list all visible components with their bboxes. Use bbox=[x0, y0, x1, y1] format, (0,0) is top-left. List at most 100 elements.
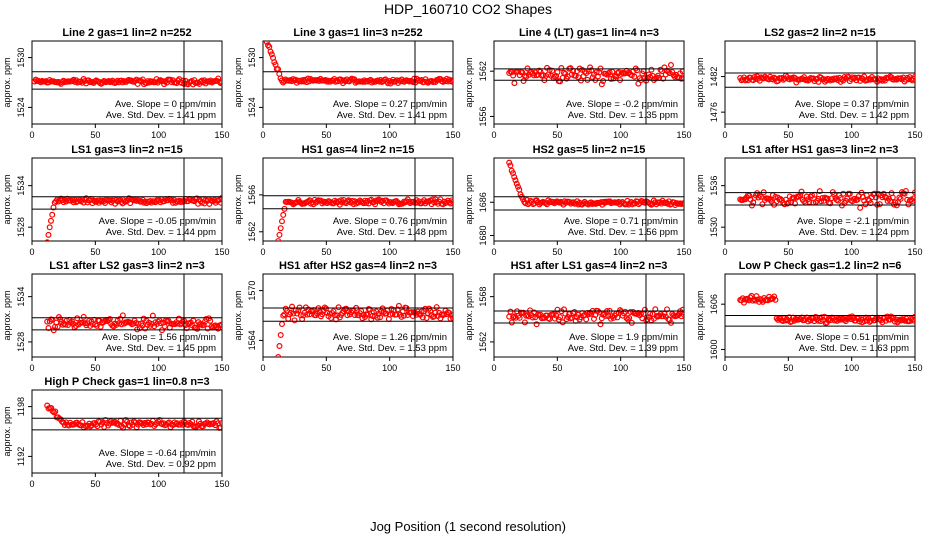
data-point bbox=[624, 316, 631, 323]
data-point bbox=[905, 201, 912, 208]
std-annotation: Ave. Std. Dev. = 1.41 ppm bbox=[337, 110, 447, 121]
data-point bbox=[536, 67, 543, 74]
y-tick-label: 1524 bbox=[16, 97, 26, 117]
panel-title: HS1 gas=4 lin=2 n=15 bbox=[302, 144, 415, 156]
data-point bbox=[290, 76, 297, 83]
plot-frame bbox=[493, 40, 685, 125]
data-point bbox=[623, 315, 630, 322]
data-point bbox=[124, 418, 131, 425]
slope-annotation: Ave. Slope = 1.9 ppm/min bbox=[569, 332, 678, 343]
data-point bbox=[422, 305, 429, 312]
panel-4: LS2 gas=2 lin=2 n=15 0 50 100 150 1476 1482 app… bbox=[695, 27, 923, 140]
data-point bbox=[837, 194, 844, 201]
data-point bbox=[606, 69, 613, 76]
data-point bbox=[215, 75, 222, 82]
data-point bbox=[175, 315, 182, 322]
data-point bbox=[524, 312, 531, 319]
data-point bbox=[511, 173, 518, 180]
data-point bbox=[665, 68, 672, 75]
y-tick-label: 1686 bbox=[478, 192, 488, 212]
data-point bbox=[912, 73, 915, 80]
x-tick-label: 0 bbox=[491, 130, 496, 140]
x-tick-label: 150 bbox=[214, 363, 229, 373]
data-point bbox=[521, 319, 528, 326]
data-point bbox=[319, 311, 326, 318]
data-point bbox=[280, 211, 287, 218]
panel-12: Low P Check gas=1.2 lin=2 n=6 0 50 100 150 16… bbox=[695, 260, 923, 373]
y-axis-label: approx. ppm bbox=[2, 406, 12, 456]
data-point bbox=[821, 313, 828, 320]
y-tick-label: 1570 bbox=[247, 281, 257, 301]
std-annotation: Ave. Std. Dev. = 1.44 ppm bbox=[106, 227, 216, 238]
data-point bbox=[216, 78, 222, 85]
std-annotation: Ave. Std. Dev. = 1.63 ppm bbox=[799, 343, 909, 354]
x-tick-label: 0 bbox=[29, 130, 34, 140]
y-tick-label: 1566 bbox=[247, 185, 257, 205]
data-point bbox=[854, 196, 861, 203]
data-point bbox=[648, 66, 655, 73]
x-tick-label: 50 bbox=[783, 130, 793, 140]
y-tick-label: 1476 bbox=[709, 102, 719, 122]
y-tick-label: 1562 bbox=[478, 61, 488, 81]
x-tick-label: 150 bbox=[214, 479, 229, 489]
x-tick-label: 100 bbox=[382, 363, 397, 373]
data-point bbox=[369, 312, 376, 319]
data-point bbox=[194, 325, 201, 332]
x-tick-label: 150 bbox=[214, 130, 229, 140]
data-point bbox=[669, 69, 676, 76]
data-point bbox=[588, 67, 595, 74]
data-point bbox=[179, 77, 186, 84]
data-point bbox=[142, 325, 149, 332]
y-tick-label: 1198 bbox=[16, 397, 26, 416]
data-point bbox=[587, 64, 594, 71]
data-point bbox=[97, 197, 104, 204]
data-point bbox=[80, 199, 87, 206]
data-point bbox=[678, 75, 684, 82]
data-points bbox=[737, 187, 915, 211]
data-point bbox=[560, 69, 567, 76]
data-points bbox=[275, 196, 453, 241]
x-tick-label: 100 bbox=[613, 247, 628, 257]
panel-title: High P Check gas=1 lin=0.8 n=3 bbox=[44, 376, 209, 388]
x-tick-label: 50 bbox=[321, 130, 331, 140]
data-point bbox=[791, 200, 798, 207]
x-tick-label: 50 bbox=[90, 479, 100, 489]
x-tick-label: 50 bbox=[552, 247, 562, 257]
x-tick-label: 150 bbox=[676, 130, 691, 140]
data-point bbox=[141, 420, 148, 427]
data-point bbox=[448, 312, 453, 319]
x-tick-label: 100 bbox=[151, 247, 166, 257]
x-tick-label: 100 bbox=[613, 130, 628, 140]
panel-10: HS1 after HS2 gas=4 lin=2 n=3 0 50 100 150 15… bbox=[233, 260, 461, 373]
panel-title: LS1 after LS2 gas=3 lin=2 n=3 bbox=[49, 260, 205, 272]
data-point bbox=[49, 211, 56, 218]
x-tick-label: 100 bbox=[613, 363, 628, 373]
plot-frame bbox=[31, 273, 223, 358]
y-axis-label: approx. ppm bbox=[464, 174, 474, 224]
panel-2: Line 3 gas=1 lin=3 n=252 0 50 100 150 1524 153… bbox=[233, 27, 461, 140]
y-tick-label: 1568 bbox=[478, 287, 488, 307]
std-annotation: Ave. Std. Dev. = 1.45 ppm bbox=[106, 343, 216, 354]
data-point bbox=[277, 332, 284, 339]
slope-annotation: Ave. Slope = -0.2 ppm/min bbox=[566, 99, 678, 110]
y-tick-label: 1562 bbox=[478, 332, 488, 352]
y-axis-label: approx. ppm bbox=[464, 57, 474, 107]
panel-5: LS1 gas=3 lin=2 n=15 0 50 100 150 1528 1534 app… bbox=[2, 144, 230, 257]
data-point bbox=[433, 304, 440, 311]
data-point bbox=[268, 51, 275, 58]
data-point bbox=[291, 317, 298, 324]
x-tick-label: 50 bbox=[90, 363, 100, 373]
data-point bbox=[681, 311, 684, 318]
data-point bbox=[278, 218, 285, 225]
x-tick-label: 0 bbox=[260, 130, 265, 140]
x-tick-label: 0 bbox=[260, 363, 265, 373]
data-point bbox=[276, 343, 283, 350]
data-point bbox=[321, 304, 328, 311]
data-points bbox=[737, 72, 915, 86]
data-point bbox=[335, 304, 342, 311]
data-point bbox=[219, 79, 222, 86]
slope-annotation: Ave. Slope = 1.56 ppm/min bbox=[102, 332, 216, 343]
plot-frame bbox=[493, 157, 685, 242]
data-point bbox=[771, 293, 778, 300]
x-tick-label: 0 bbox=[722, 130, 727, 140]
